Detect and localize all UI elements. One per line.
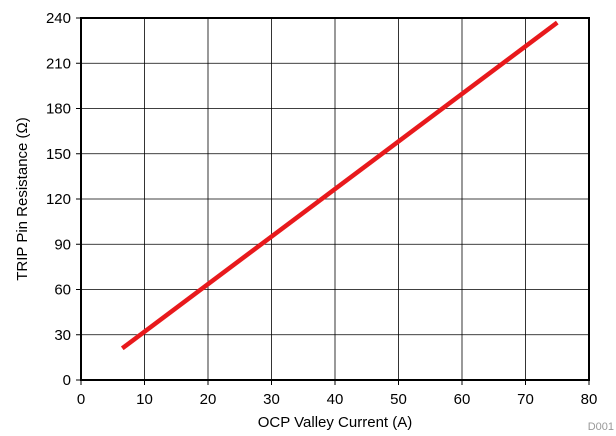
y-tick-label: 60	[54, 282, 71, 299]
grid	[81, 18, 589, 380]
x-tick-label: 50	[390, 391, 407, 408]
figure-id-label: D001	[588, 421, 614, 433]
y-tick-label: 210	[46, 55, 71, 72]
x-axis-title: OCP Valley Current (A)	[258, 414, 413, 431]
x-tick-label: 40	[327, 391, 344, 408]
series-line	[120, 20, 559, 351]
y-tick-label: 120	[46, 191, 71, 208]
x-axis-ticks: 0 10 20 30 40 50 60 70 80	[77, 380, 598, 408]
y-tick-label: 30	[54, 327, 71, 344]
x-tick-label: 10	[136, 391, 153, 408]
y-tick-label: 240	[46, 10, 71, 27]
x-tick-label: 80	[581, 391, 598, 408]
y-tick-label: 0	[63, 372, 71, 389]
y-tick-label: 90	[54, 236, 71, 253]
x-tick-label: 0	[77, 391, 85, 408]
y-tick-label: 180	[46, 101, 71, 118]
x-tick-label: 20	[200, 391, 217, 408]
series-layer	[120, 20, 559, 351]
x-tick-label: 60	[454, 391, 471, 408]
x-tick-label: 70	[517, 391, 534, 408]
x-tick-label: 30	[263, 391, 280, 408]
y-axis-title: TRIP Pin Resistance (Ω)	[14, 117, 31, 280]
y-tick-label: 150	[46, 146, 71, 163]
y-axis-ticks: 0 30 60 90 120 150 180 210 240	[46, 10, 81, 389]
